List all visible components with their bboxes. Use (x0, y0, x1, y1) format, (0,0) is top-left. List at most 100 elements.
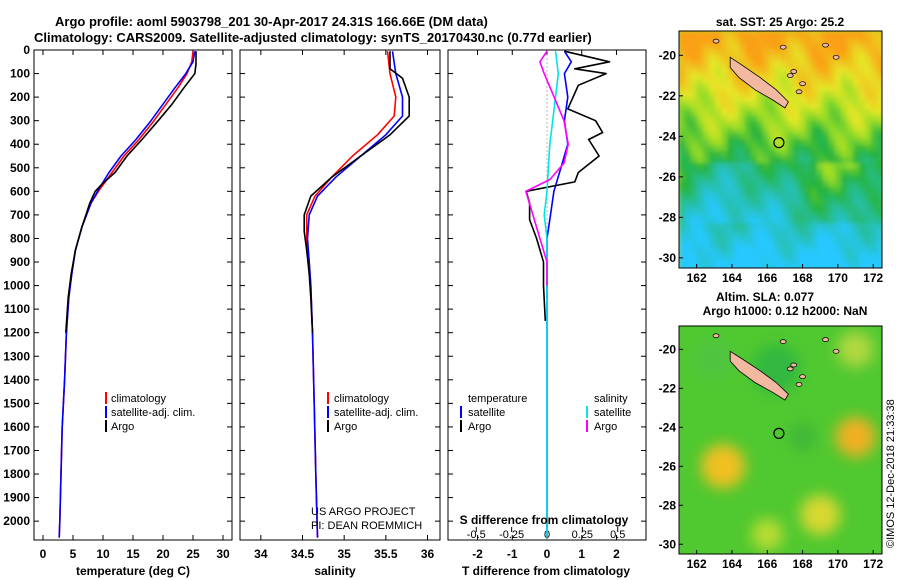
lat-tick-label: -30 (659, 537, 677, 551)
salinity-panel: 34 34.5 35 35.5 36 climatology satellite-adj… (239, 49, 441, 578)
lon-tick-label: 164 (722, 271, 742, 285)
series-line-climatology (305, 51, 397, 538)
legend-label-climatology: climatology (111, 393, 167, 405)
depth-tick-label: 400 (10, 137, 30, 151)
island-shape (795, 382, 803, 387)
t-difference-axis-label: T difference from climatology (462, 564, 630, 578)
legend-label-argo: Argo (334, 421, 357, 433)
x-tick-label: 20 (156, 547, 170, 561)
x-tick-label: 5 (70, 547, 77, 561)
s-tick-label: 0.25 (572, 529, 593, 541)
s-tick-label: -0.25 (499, 529, 524, 541)
island-shape (822, 42, 829, 48)
island-shape (822, 337, 829, 342)
temperature-panel: 0100200300400500600700800900100011001200… (3, 43, 233, 578)
legend-label-argo: Argo (111, 421, 134, 433)
difference-panel: -2 -1 0 1 2 -0.5 -0.25 0 0.25 0.5 temperature sa… (447, 49, 647, 578)
x-tick-label: 1 (578, 547, 585, 561)
legend-label-climatology: climatology (334, 393, 390, 405)
island-shape (712, 38, 720, 44)
lat-tick-label: -22 (659, 381, 677, 395)
x-tick-label: 35 (337, 547, 351, 561)
depth-tick-label: 2000 (3, 514, 30, 528)
island-shape (795, 89, 803, 95)
legend-label-satellite: satellite-adj. clim. (111, 407, 195, 419)
title-line-2: Climatology: CARS2009. Satellite-adjuste… (34, 30, 592, 45)
lat-tick-label: -24 (659, 420, 677, 434)
lat-tick-label: -26 (659, 459, 677, 473)
island-shape (832, 54, 840, 60)
credit-line-2: PI: DEAN ROEMMICH (311, 520, 422, 532)
profile-location-marker (773, 427, 785, 439)
series-line-s-satellite (543, 51, 560, 538)
island-shape (786, 73, 794, 78)
x-tick-label: 10 (96, 547, 110, 561)
depth-tick-label: 1200 (3, 326, 30, 340)
temperature-plot-frame (33, 49, 233, 541)
legend-label-s-satellite: satellite (594, 407, 631, 419)
lon-tick-label: 168 (793, 557, 813, 571)
depth-tick-label: 1700 (3, 443, 30, 457)
legend-label-t-argo: Argo (468, 421, 491, 433)
x-tick-label: 34 (254, 547, 268, 561)
lon-tick-label: 166 (757, 557, 777, 571)
depth-tick-label: 1100 (4, 302, 30, 316)
s-difference-axis-label: S difference from climatology (460, 513, 629, 527)
depth-tick-label: 500 (10, 161, 30, 175)
sla-map-panel: Altim. SLA: 0.077 Argo h1000: 0.12 h2000… (659, 290, 884, 571)
legend-label-satellite: satellite-adj. clim. (334, 407, 418, 419)
imos-timestamp: ©IMOS 12-Dec-2018 21:33:38 (885, 399, 897, 548)
depth-tick-label: 1900 (3, 491, 30, 505)
depth-tick-label: 1300 (3, 349, 30, 363)
legend-label-s-argo: Argo (594, 421, 617, 433)
title-line-1: Argo profile: aoml 5903798_201 30-Apr-20… (55, 14, 488, 29)
depth-tick-label: 600 (10, 184, 30, 198)
x-tick-label: 2 (613, 547, 620, 561)
x-tick-label: 15 (126, 547, 140, 561)
legend-title-temperature: temperature (468, 393, 527, 405)
difference-legend: temperature satellite Argo salinity sate… (460, 393, 631, 433)
depth-tick-label: 0 (23, 43, 30, 57)
lon-tick-label: 164 (722, 557, 742, 571)
lat-tick-label: -22 (659, 89, 677, 103)
island-shape (790, 362, 798, 368)
lat-tick-label: -24 (659, 129, 677, 143)
salinity-axis-label: salinity (314, 564, 356, 578)
island-shape (799, 81, 806, 87)
series-line-argo (303, 51, 410, 333)
depth-tick-label: 900 (10, 255, 30, 269)
x-tick-label: 25 (186, 547, 200, 561)
sst-map-title: sat. SST: 25 Argo: 25.2 (716, 15, 845, 29)
depth-tick-label: 1500 (3, 396, 30, 410)
depth-tick-label: 300 (10, 114, 30, 128)
legend-title-salinity: salinity (594, 393, 628, 405)
depth-tick-label: 1800 (3, 467, 30, 481)
lon-tick-label: 162 (687, 557, 707, 571)
temperature-legend: climatology satellite-adj. clim. Argo (105, 392, 195, 433)
lon-tick-label: 172 (863, 557, 883, 571)
legend-label-t-satellite: satellite (468, 407, 505, 419)
island-shape (799, 374, 806, 380)
depth-tick-label: 1600 (3, 420, 30, 434)
sla-map-subtitle: Argo h1000: 0.12 h2000: NaN (703, 304, 868, 318)
x-tick-label: 34.5 (291, 547, 315, 561)
profile-location-marker (773, 137, 785, 149)
island-shape (779, 339, 787, 344)
series-line-argo (65, 51, 197, 333)
lon-tick-label: 170 (828, 557, 848, 571)
x-tick-label: 36 (421, 547, 435, 561)
depth-tick-label: 100 (10, 67, 30, 81)
sla-map-title: Altim. SLA: 0.077 (716, 290, 814, 304)
x-tick-label: 30 (216, 547, 230, 561)
depth-tick-label: 200 (10, 90, 30, 104)
sla-map-frame (678, 325, 883, 555)
depth-tick-label: 800 (10, 231, 30, 245)
x-tick-label: 0 (40, 547, 47, 561)
lon-tick-label: 172 (863, 271, 883, 285)
x-tick-label: -2 (472, 547, 483, 561)
series-line-satellite-adj-clim- (58, 51, 196, 538)
x-tick-label: 35.5 (374, 547, 398, 561)
island-shape (729, 350, 789, 401)
sst-map-frame (678, 30, 883, 269)
